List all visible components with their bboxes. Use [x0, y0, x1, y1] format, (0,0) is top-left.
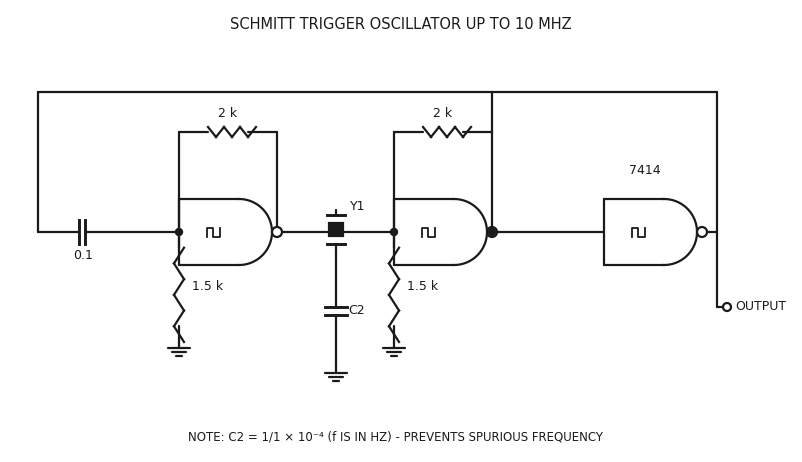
Circle shape [487, 227, 497, 237]
Text: 2 k: 2 k [433, 107, 452, 120]
Text: C2: C2 [349, 304, 365, 317]
Text: OUTPUT: OUTPUT [735, 300, 786, 314]
Text: Y1: Y1 [350, 200, 365, 213]
Text: 7414: 7414 [630, 164, 661, 177]
Circle shape [697, 227, 707, 237]
Text: 1.5 k: 1.5 k [407, 280, 438, 293]
Text: 1.5 k: 1.5 k [192, 280, 223, 293]
Text: NOTE: C2 = 1/1 × 10⁻⁴ (f IS IN HZ) - PREVENTS SPURIOUS FREQUENCY: NOTE: C2 = 1/1 × 10⁻⁴ (f IS IN HZ) - PRE… [188, 431, 602, 444]
Text: 0.1: 0.1 [73, 249, 93, 262]
Circle shape [391, 229, 398, 236]
Bar [329, 223, 342, 237]
Circle shape [488, 229, 496, 236]
Circle shape [176, 229, 183, 236]
Circle shape [272, 227, 282, 237]
Text: 2 k: 2 k [218, 107, 237, 120]
Text: SCHMITT TRIGGER OSCILLATOR UP TO 10 MHZ: SCHMITT TRIGGER OSCILLATOR UP TO 10 MHZ [230, 17, 572, 32]
Circle shape [723, 303, 731, 311]
